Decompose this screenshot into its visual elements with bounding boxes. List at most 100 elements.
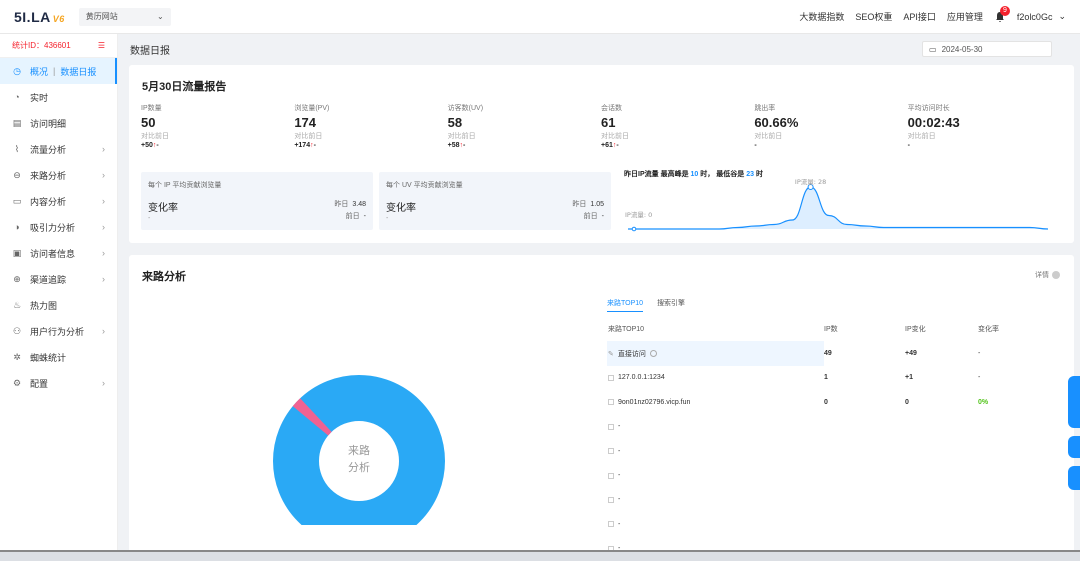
sidebar-item-4[interactable]: ⊖ 来路分析 › [0, 162, 117, 188]
donut-slice-direct[interactable] [273, 375, 445, 525]
nav-seo[interactable]: SEO权重 [855, 12, 893, 22]
sidebar-item-1[interactable]: ◔ 实时 [0, 84, 117, 110]
row-source: - [618, 423, 621, 431]
menu-collapse-icon[interactable]: ☰ [97, 41, 105, 50]
table-row[interactable]: 127.0.0.1:1234 1 +1 - [607, 366, 1057, 390]
metric-delta-tail: - [156, 142, 159, 149]
chevron-right-icon: › [102, 170, 105, 180]
float-help-button[interactable] [1068, 376, 1080, 428]
trend-start-point[interactable] [631, 226, 637, 232]
nav-bigdata[interactable]: 大数据指数 [799, 12, 845, 22]
table-header: 来路TOP10 IP数 IP变化 变化率 [607, 317, 1057, 341]
notification-bell[interactable]: 9 [994, 5, 1010, 23]
table-row[interactable]: - [607, 512, 1057, 536]
favicon-icon [608, 448, 614, 455]
sidebar-item-9[interactable]: ♨ 热力图 [0, 292, 117, 318]
sidebar-item-label: 流量分析 [30, 144, 67, 155]
sidebar-item-11[interactable]: ✲ 蜘蛛统计 [0, 344, 117, 370]
tab-search-engine[interactable]: 搜索引擎 [657, 300, 686, 307]
sidebar-item-label: 用户行为分析 [30, 326, 85, 337]
chevron-right-icon: › [102, 196, 105, 206]
trend-title-prefix: 昨日IP流量 [624, 171, 659, 178]
table-row[interactable]: - [607, 488, 1057, 512]
favicon-icon [608, 399, 614, 406]
sidebar-item-10[interactable]: ⚇ 用户行为分析 › [0, 318, 117, 344]
chevron-right-icon: › [102, 326, 105, 336]
visitor-icon: ▣ [12, 247, 22, 258]
sidebar-item-6[interactable]: ◑ 吸引力分析 › [0, 214, 117, 240]
row-ip: 49 [824, 350, 832, 358]
top-nav: 大数据指数 SEO权重 API接口 应用管理 9 f2olc0Gc ⌄ [799, 5, 1066, 23]
site-select[interactable]: 黄历网站 ⌄ [78, 7, 171, 26]
detail-icon: ▤ [12, 117, 22, 128]
header-ip: IP数 [824, 326, 838, 334]
uv-before-label: 前日 [583, 213, 598, 220]
ip-avg-rate: - [148, 215, 151, 222]
spider-icon: ✲ [13, 351, 21, 362]
row-ip: 0 [824, 398, 828, 406]
sidebar-item-0[interactable]: ◷ 概况 | 数据日报 [0, 58, 117, 84]
user-menu[interactable]: f2olc0Gc ⌄ [1017, 11, 1066, 22]
arrow-up-icon: ↑ [310, 142, 314, 149]
table-row[interactable]: ✎ 直接访问 49 +49 - [607, 341, 1057, 366]
clock-icon: ◔ [14, 92, 20, 102]
metric-delta-tail: - [463, 142, 466, 149]
metric-value: 58 [447, 115, 463, 130]
sidebar-item-3[interactable]: ⌇ 流量分析 › [0, 136, 117, 162]
donut-slice-other[interactable] [292, 398, 332, 436]
metric-delta: +50↑- [141, 142, 294, 149]
metrics-row: IP数量 50 对比前日 +50↑- 浏览量(PV) 174 对比前日 +174… [141, 103, 1061, 149]
row-rate: 0% [978, 398, 989, 406]
metric-value: 61 [600, 115, 616, 130]
sidebar-item-12[interactable]: ⚙ 配置 › [0, 370, 117, 396]
table-row[interactable]: - [607, 463, 1057, 487]
sidebar-item-8[interactable]: ⊕ 渠道追踪 › [0, 266, 117, 292]
float-feedback-button[interactable] [1068, 466, 1080, 490]
sidebar-item-2[interactable]: ▤ 访问明细 [0, 110, 117, 136]
metric-label: IP数量 [141, 105, 162, 112]
source-table: 来路TOP10 IP数 IP变化 变化率 ✎ 直接访问 49 +49 - 127.… [607, 317, 1057, 561]
ip-trend: 昨日IP流量 最高峰是 10 时， 最低谷是 23 时 IP流量: 28 IP流量… [624, 169, 1054, 239]
metric-delta: +174↑- [294, 142, 447, 149]
trend-peak-point[interactable] [807, 184, 814, 190]
float-chat-button[interactable] [1068, 436, 1080, 458]
calendar-icon: ▭ [929, 44, 937, 54]
trend-peak: 10 [690, 171, 699, 178]
info-icon [1052, 271, 1060, 279]
trend-annotation-start: IP流量: 0 [625, 210, 652, 219]
date-picker[interactable]: ▭ 2024-05-30 [922, 41, 1052, 57]
header-source: 来路TOP10 [608, 326, 645, 334]
sidebar-item-label: 热力图 [30, 300, 58, 311]
metric-0: IP数量 50 对比前日 +50↑- [141, 103, 294, 149]
nav-apps[interactable]: 应用管理 [946, 12, 983, 22]
metric-compare-label: 对比前日 [294, 133, 323, 140]
sidebar-item-label: 访问者信息 [30, 248, 76, 259]
metric-delta-value: - [907, 142, 910, 149]
bottom-scrollbar[interactable] [0, 550, 1080, 561]
stat-id-row: 统计ID：436601 ☰ [0, 34, 117, 58]
source-tabs: 来路TOP10 搜索引擎 [607, 298, 685, 312]
sidebar-sub-label[interactable]: 数据日报 [60, 66, 97, 77]
row-ip: 1 [824, 374, 828, 382]
metric-delta: +58↑- [448, 142, 601, 149]
sidebar-item-7[interactable]: ▣ 访问者信息 › [0, 240, 117, 266]
metric-5: 平均访问时长 00:02:43 对比前日 - [908, 103, 1061, 149]
detail-link[interactable]: 详情 [1035, 270, 1060, 280]
detail-label: 详情 [1035, 272, 1049, 279]
metric-label: 跳出率 [754, 105, 776, 112]
logo[interactable]: 5I.LA V6 [14, 9, 65, 25]
row-source: - [618, 520, 621, 528]
table-row[interactable]: - [607, 415, 1057, 439]
table-row[interactable]: - [607, 439, 1057, 463]
source-donut-chart[interactable]: 来路 分析 [269, 345, 449, 525]
help-icon[interactable] [649, 350, 657, 358]
trend-chart[interactable]: IP流量: 28 IP流量: 0 [624, 179, 1054, 237]
sidebar-item-5[interactable]: ▭ 内容分析 › [0, 188, 117, 214]
behavior-icon: ⚇ [12, 325, 22, 336]
metric-1: 浏览量(PV) 174 对比前日 +174↑- [294, 103, 447, 149]
row-rate: - [978, 374, 981, 382]
table-row[interactable]: 9on01nz02796.vicp.fun 0 0 0% [607, 390, 1057, 414]
nav-api[interactable]: API接口 [903, 12, 936, 22]
trend-low: 23 [746, 171, 754, 178]
tab-source-top10[interactable]: 来路TOP10 [607, 298, 644, 312]
